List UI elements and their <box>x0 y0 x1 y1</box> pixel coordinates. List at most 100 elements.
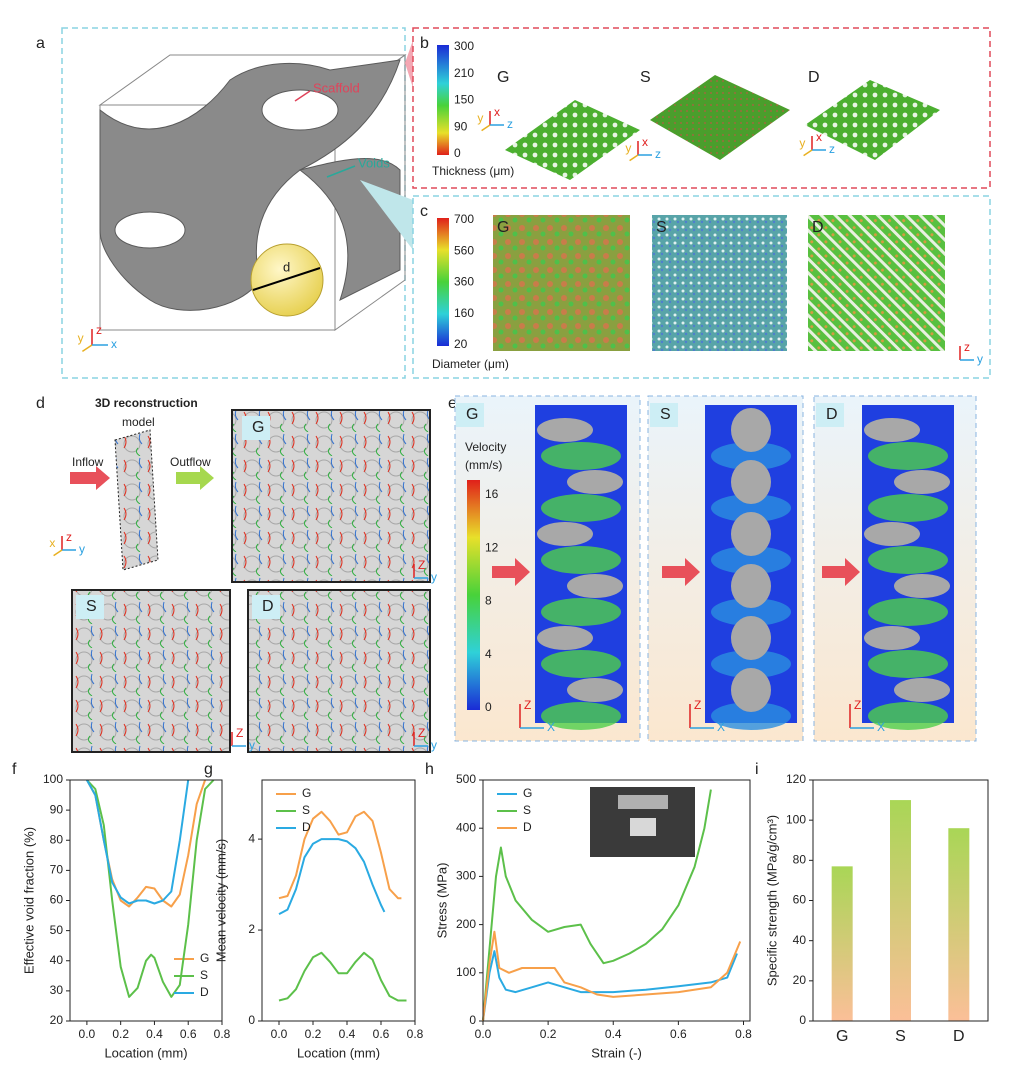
axis-letter: x <box>111 337 117 351</box>
model-slab <box>114 429 159 571</box>
y-tick-label: 30 <box>50 983 64 997</box>
y-tick-label: 200 <box>456 917 476 931</box>
y-axis-title: Effective void fraction (%) <box>21 827 36 974</box>
y-axis-title: Stress (MPa) <box>434 863 449 939</box>
callout <box>360 180 413 250</box>
plot-frame <box>69 779 223 1022</box>
legend-label: D <box>523 820 532 834</box>
panel-label: h <box>425 761 434 778</box>
x-tick-label: 0.8 <box>735 1027 752 1041</box>
sample-label: G <box>466 406 478 423</box>
axis-arrow <box>81 344 93 353</box>
x-tick-label: 0.2 <box>112 1027 129 1041</box>
panel-frame <box>412 27 991 189</box>
colorbar-tick-label: 210 <box>454 66 474 80</box>
axis-letter: x <box>642 135 648 149</box>
line <box>482 950 738 1022</box>
panel-label: b <box>420 35 429 52</box>
axis-letter: X <box>717 720 725 734</box>
bar <box>831 866 853 1021</box>
scaffold-section <box>567 678 623 702</box>
y-tick-label: 0 <box>248 1013 255 1027</box>
line <box>278 810 402 900</box>
y-tick-label: 120 <box>786 772 806 786</box>
colorbar-tick-label: 150 <box>454 93 474 107</box>
y-tick-label: 100 <box>456 965 476 979</box>
axis-arrow <box>481 124 491 132</box>
flow-jet <box>868 702 948 730</box>
scaffold-section <box>731 564 771 608</box>
axis-letter: x <box>816 130 822 144</box>
colorbar-tick-label: 360 <box>454 275 474 289</box>
scaffold-section <box>537 626 593 650</box>
flow-jet <box>711 598 791 626</box>
axis-letter: Z <box>418 558 425 572</box>
x-tick-label: 0.6 <box>670 1027 687 1041</box>
y-axis-title: Specific strength (MPa/g/cm³) <box>764 815 779 986</box>
y-tick-label: 80 <box>793 853 807 867</box>
panel-label: d <box>36 395 45 412</box>
x-tick-label: 0.2 <box>305 1027 322 1041</box>
pointer <box>326 165 356 178</box>
outflow-label: Outflow <box>170 455 211 469</box>
axis-arrow <box>803 149 813 157</box>
flow-jet <box>711 650 791 678</box>
scaffold-section <box>864 522 920 546</box>
y-tick-label: 50 <box>50 923 64 937</box>
colorbar-tick-label: 700 <box>454 212 474 226</box>
flow-jet <box>541 598 621 626</box>
axis-letter: Z <box>694 698 701 712</box>
axis-letter: x <box>49 536 55 550</box>
model-subtitle: model <box>122 415 155 429</box>
panel-label: i <box>755 761 759 778</box>
sample-label: S <box>660 406 671 423</box>
y-tick-label: 2 <box>248 922 255 936</box>
axis-letter: x <box>494 105 500 119</box>
y-tick-label: 40 <box>50 953 64 967</box>
sample-label: S <box>656 219 667 236</box>
flow-jet <box>541 546 621 574</box>
scaffold-section <box>894 574 950 598</box>
colorbar-title: Thickness (μm) <box>432 164 514 178</box>
arrow <box>492 558 530 586</box>
flow-jet <box>541 494 621 522</box>
arrow <box>662 558 700 586</box>
scaffold-section <box>894 678 950 702</box>
y-tick-label: 100 <box>43 772 63 786</box>
bar <box>948 828 970 1021</box>
sample-label: D <box>808 69 820 86</box>
sample-tag <box>650 403 678 427</box>
sample-label: D <box>812 219 824 236</box>
colorbar-title: (mm/s) <box>465 458 502 472</box>
inset-photo-detail <box>618 795 668 809</box>
x-tick-label: G <box>836 1028 848 1045</box>
scaffold-shape <box>99 59 401 311</box>
plot-frame <box>812 779 989 1022</box>
x-tick-label: 0.4 <box>605 1027 622 1041</box>
scaffold-section <box>537 522 593 546</box>
legend-label: S <box>302 803 310 817</box>
sample-label: G <box>497 69 509 86</box>
line <box>482 789 712 1022</box>
flow-jet <box>868 442 948 470</box>
legend-label: D <box>302 820 311 834</box>
colorbar-tick-label: 0 <box>485 700 492 714</box>
bar <box>890 800 911 1021</box>
line <box>278 838 386 915</box>
y-tick-label: 20 <box>793 973 807 987</box>
scaffold-section <box>567 470 623 494</box>
colorbar-tick-label: 560 <box>454 243 474 257</box>
colorbar-tick-label: 8 <box>485 594 492 608</box>
flow-jet <box>868 546 948 574</box>
diameter-line <box>252 267 321 291</box>
axis-letter: z <box>655 147 661 161</box>
arrow <box>176 466 214 490</box>
scaffold-section <box>731 512 771 556</box>
colorbar-title: Velocity <box>465 440 506 454</box>
sample-label: G <box>497 219 509 236</box>
axis-letter: z <box>964 340 970 354</box>
legend-label: G <box>200 951 209 965</box>
axis-letter: y <box>79 542 85 556</box>
inset-photo-detail <box>630 818 656 836</box>
